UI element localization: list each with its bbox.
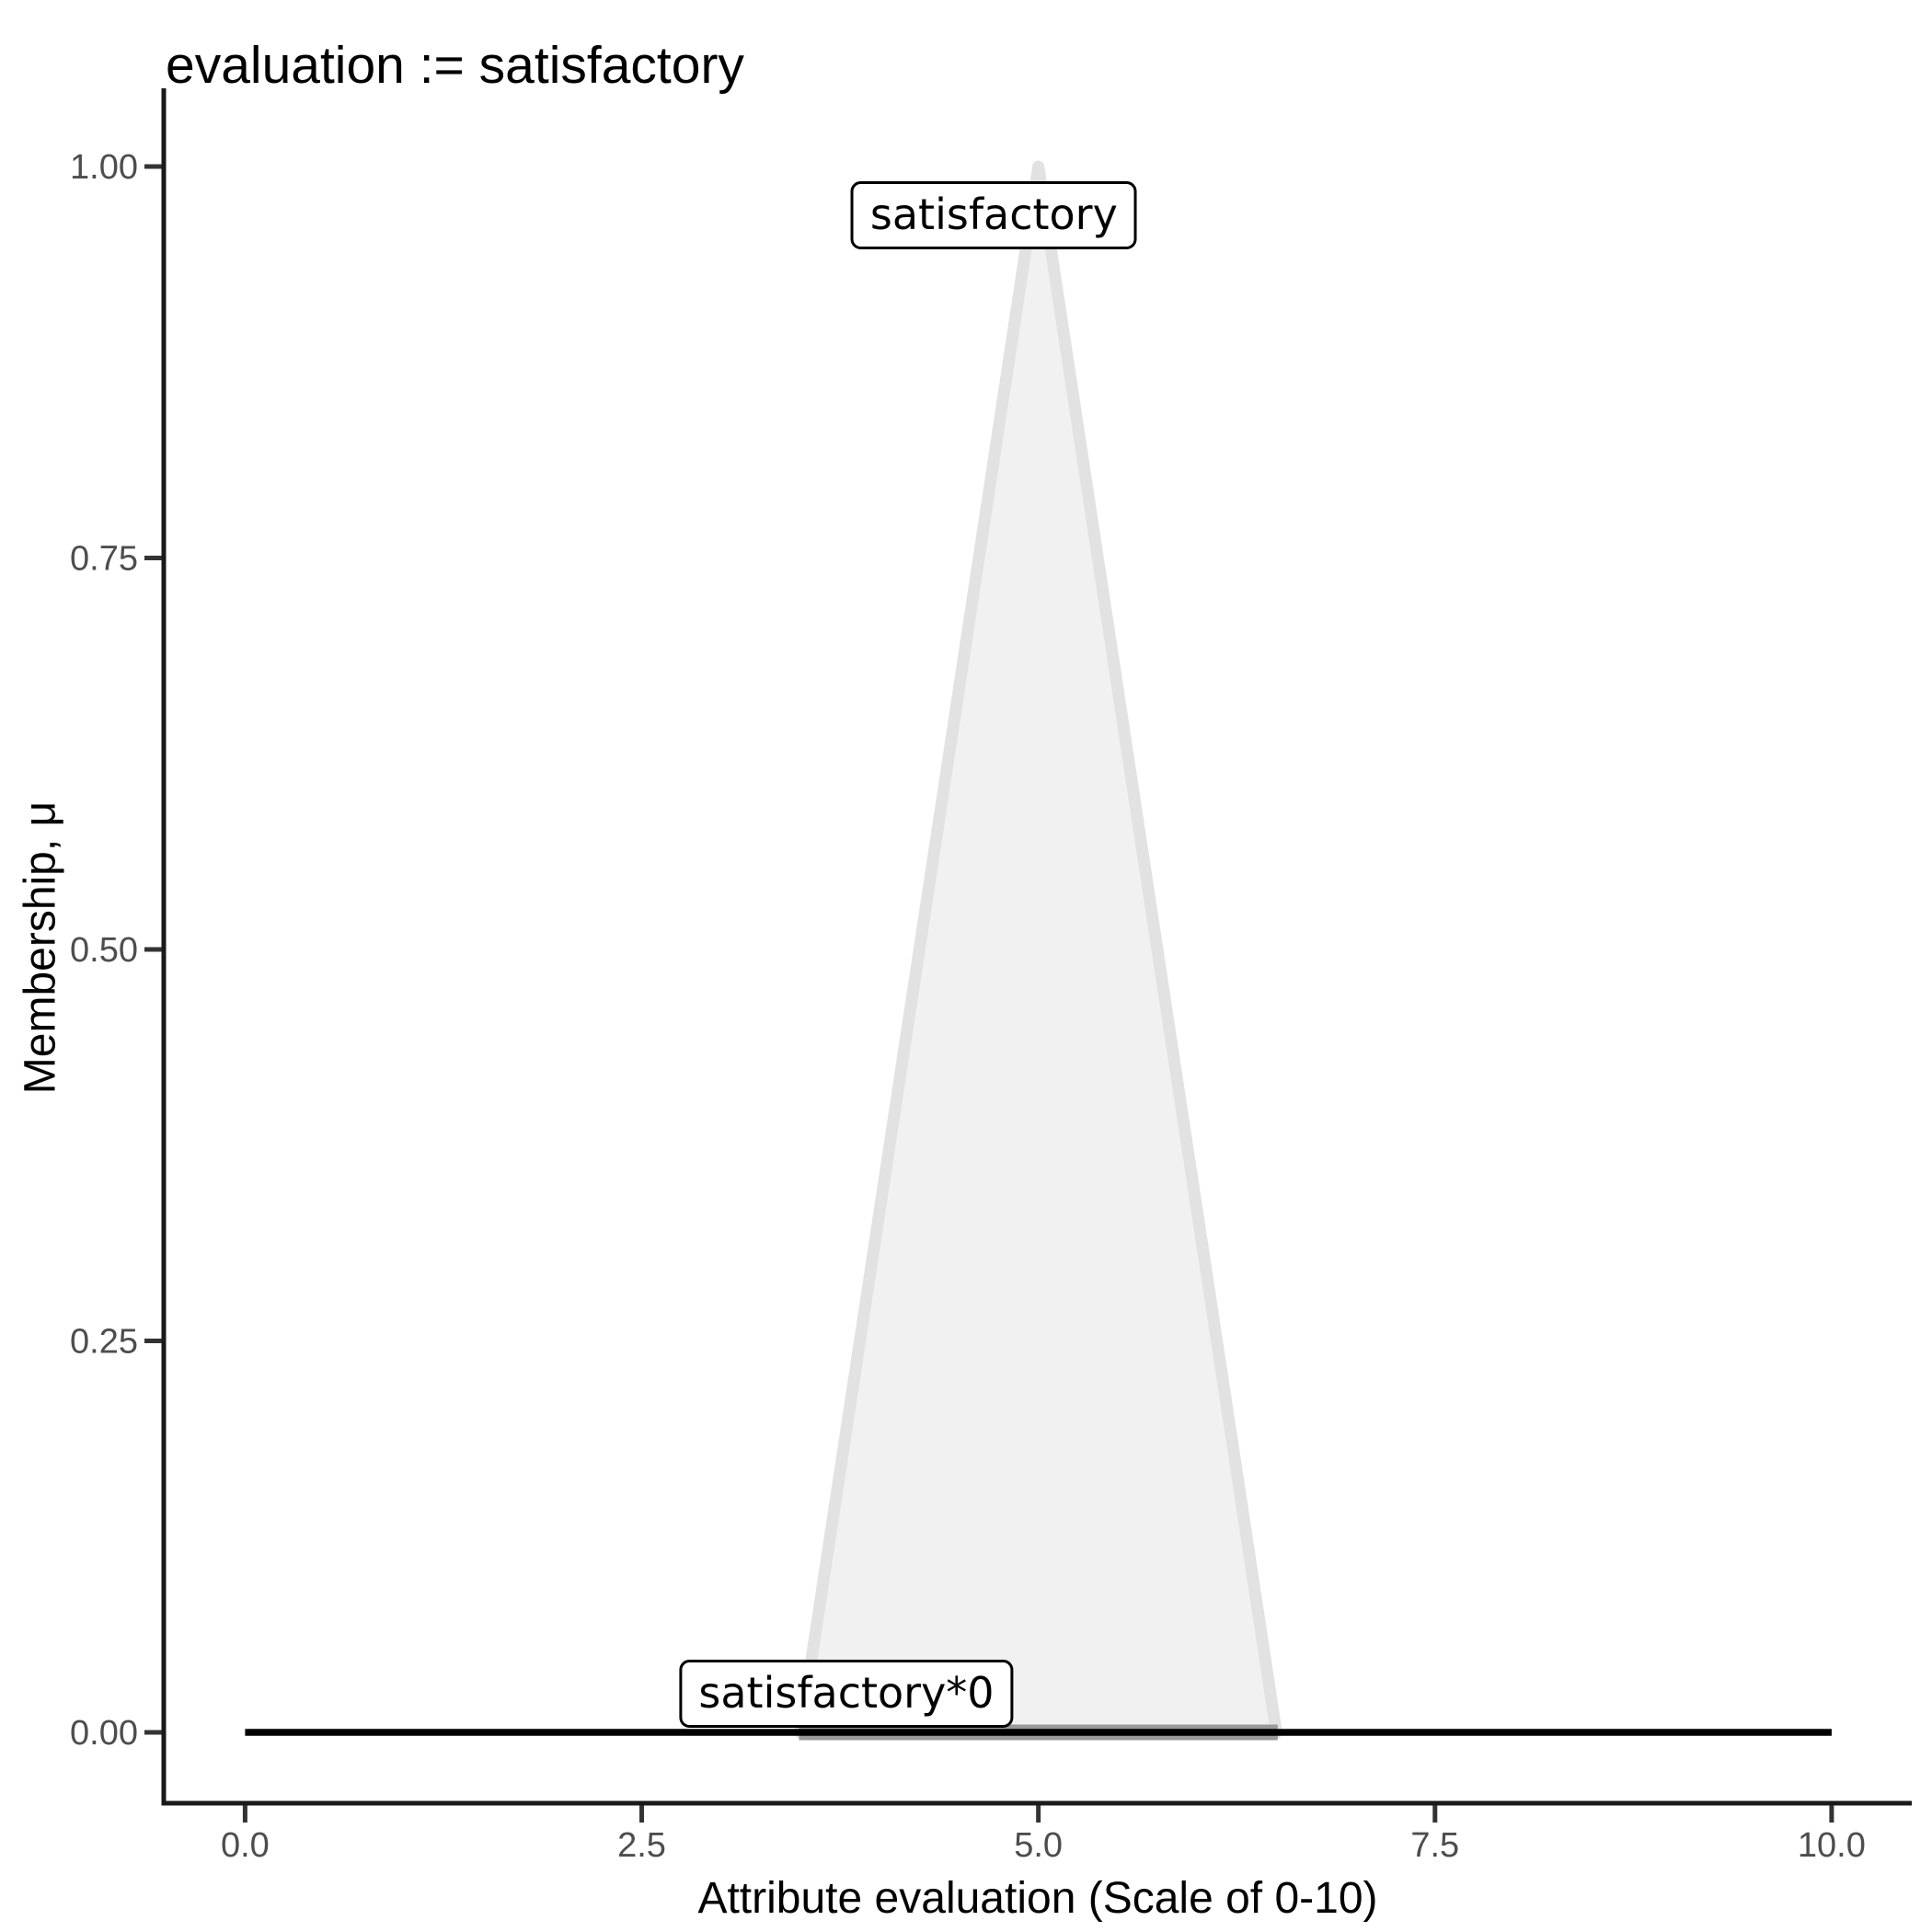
x-tick-label: 10.0 [1798, 1826, 1866, 1865]
label-satisfactory-times-zero: satisfactory*0 [679, 1659, 1014, 1728]
x-tick-label: 7.5 [1410, 1826, 1459, 1865]
y-axis-title: Membership, μ [16, 800, 65, 1095]
x-axis-title: Attribute evaluation (Scale of 0-10) [697, 1874, 1378, 1923]
membership-function-satisfactory [794, 160, 1282, 1739]
y-tick-label: 0.25 [70, 1323, 138, 1362]
y-tick-label: 0.75 [70, 540, 138, 579]
x-tick-label: 5.0 [1014, 1826, 1063, 1865]
y-tick-label: 0.50 [70, 931, 138, 970]
chart-title: evaluation := satisfactory [166, 36, 744, 95]
y-tick-label: 0.00 [70, 1714, 138, 1753]
label-satisfactory: satisfactory [850, 180, 1137, 249]
x-tick-label: 2.5 [617, 1826, 666, 1865]
x-tick-label: 0.0 [221, 1826, 270, 1865]
y-tick-label: 1.00 [70, 148, 138, 187]
